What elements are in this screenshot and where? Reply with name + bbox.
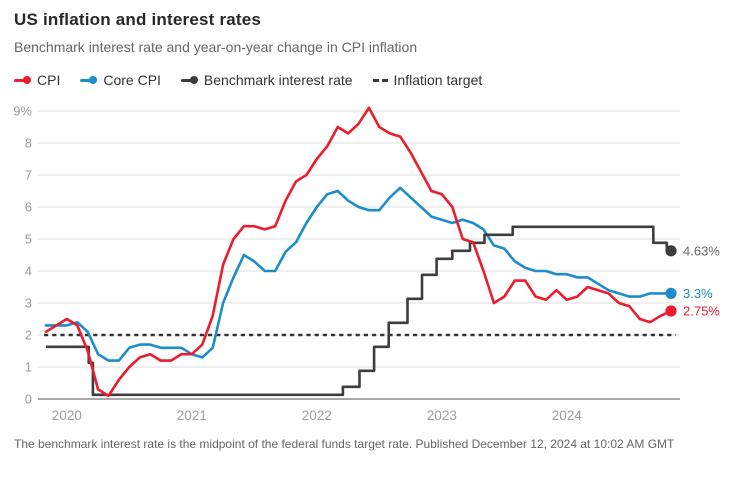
legend-label: Benchmark interest rate — [203, 72, 353, 88]
svg-text:8: 8 — [25, 136, 32, 151]
chart-area: 0 1 2 3 4 5 6 7 8 9% 2020 2021 2022 2023 2024 4.63% 3.3%… — [14, 98, 720, 430]
line-dot-icon — [180, 75, 198, 85]
svg-text:2: 2 — [25, 328, 32, 343]
svg-text:3: 3 — [25, 296, 32, 311]
svg-text:2020: 2020 — [52, 408, 82, 423]
svg-text:5: 5 — [25, 232, 32, 247]
svg-text:1: 1 — [25, 360, 32, 375]
svg-text:6: 6 — [25, 200, 32, 215]
page-title: US inflation and interest rates — [14, 10, 262, 29]
svg-text:9%: 9% — [14, 104, 32, 119]
svg-text:0: 0 — [25, 392, 32, 407]
svg-text:2022: 2022 — [302, 408, 332, 423]
svg-text:4.63%: 4.63% — [683, 243, 720, 258]
legend-label: Inflation target — [393, 72, 483, 88]
legend-item-cpi: CPI — [14, 72, 60, 88]
source-note: The benchmark interest rate is the midpo… — [14, 437, 675, 451]
svg-text:4: 4 — [25, 264, 32, 279]
legend-item-core-cpi: Core CPI — [80, 72, 161, 88]
svg-text:2024: 2024 — [552, 408, 583, 423]
line-dot-icon — [80, 75, 98, 85]
svg-text:7: 7 — [25, 168, 32, 183]
dashed-line-icon — [372, 78, 388, 82]
chart-legend: CPI Core CPI Benchmark interest rate Inf… — [14, 72, 720, 88]
chart-svg: 0 1 2 3 4 5 6 7 8 9% 2020 2021 2022 2023 2024 4.63% 3.3%… — [14, 104, 720, 424]
svg-text:2.75%: 2.75% — [683, 304, 720, 319]
legend-label: CPI — [37, 72, 61, 88]
svg-text:2021: 2021 — [177, 408, 207, 423]
legend-item-inflation-target: Inflation target — [372, 72, 483, 88]
svg-text:3.3%: 3.3% — [683, 286, 713, 301]
svg-text:2023: 2023 — [427, 408, 457, 423]
line-dot-icon — [14, 75, 31, 85]
legend-item-benchmark: Benchmark interest rate — [180, 72, 353, 88]
legend-label: Core CPI — [103, 72, 161, 88]
chart-subtitle: Benchmark interest rate and year-on-year… — [14, 39, 418, 55]
